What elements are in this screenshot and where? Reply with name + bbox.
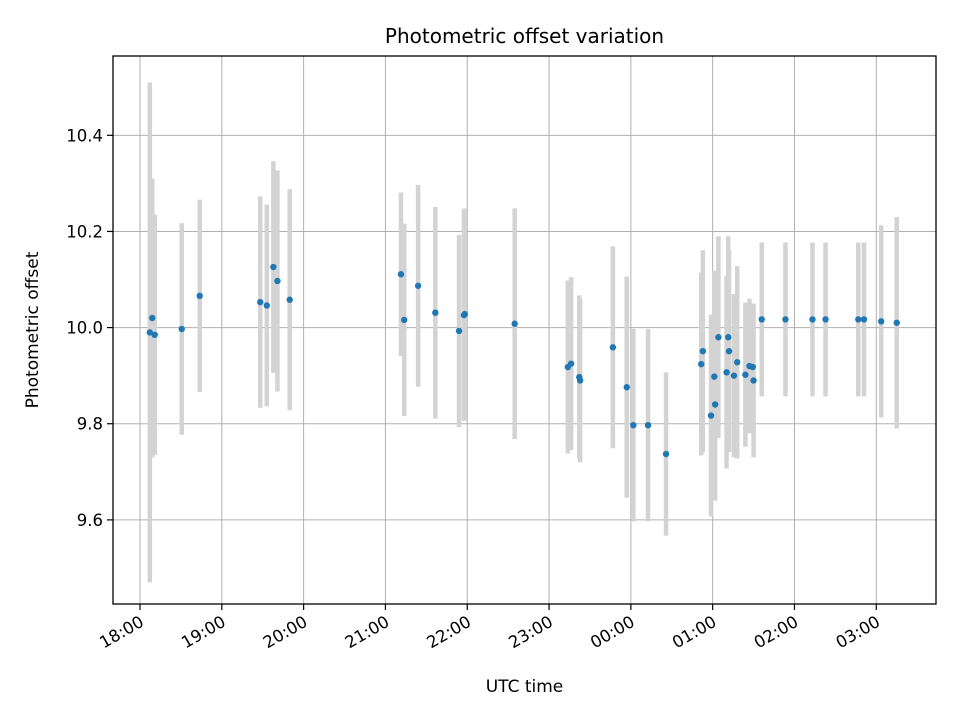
x-tick-label: 19:00 [178, 612, 229, 652]
data-point [750, 377, 757, 384]
data-point [609, 344, 617, 351]
data-point [576, 377, 584, 384]
data-point [855, 316, 862, 323]
point-layer [146, 263, 900, 458]
plot-frame [112, 55, 937, 605]
x-tick-label: 03:00 [833, 612, 884, 652]
y-tick-label: 10.4 [66, 126, 103, 145]
y-axis-label: Photometric offset [23, 251, 43, 408]
data-point [711, 373, 718, 380]
data-point [715, 334, 722, 341]
data-point [644, 421, 652, 429]
data-point [734, 359, 741, 366]
data-point [263, 302, 271, 309]
data-point [196, 292, 203, 300]
data-point [149, 314, 156, 322]
data-point [567, 360, 575, 367]
x-tick-label: 00:00 [587, 612, 638, 652]
data-point [274, 277, 281, 285]
data-point [623, 384, 630, 391]
x-tick-label: 21:00 [342, 612, 393, 652]
data-point [725, 347, 733, 355]
data-point [461, 310, 468, 318]
data-point [146, 329, 154, 336]
data-point [414, 282, 422, 289]
x-tick-label: 18:00 [96, 612, 147, 652]
data-point [730, 372, 738, 379]
data-point [822, 316, 829, 323]
data-point [401, 316, 408, 324]
data-point [178, 325, 185, 333]
data-point [397, 271, 405, 278]
data-point [432, 309, 439, 316]
data-point [257, 298, 264, 306]
data-point [893, 319, 900, 326]
data-point [455, 327, 463, 335]
data-point [809, 316, 816, 323]
data-point [270, 263, 277, 271]
data-point [711, 401, 719, 408]
x-tick-label: 01:00 [669, 612, 720, 652]
data-point [698, 360, 705, 368]
data-point [749, 363, 756, 371]
data-point [511, 320, 518, 327]
x-axis-label: UTC time [486, 677, 564, 697]
data-point [877, 318, 885, 325]
data-point [758, 316, 765, 323]
data-point [742, 371, 749, 378]
errorbar-layer [147, 82, 899, 583]
data-point [699, 347, 707, 355]
x-tick-label: 22:00 [424, 612, 475, 652]
chart-title: Photometric offset variation [385, 24, 664, 48]
data-point [725, 334, 732, 341]
data-point [630, 421, 637, 429]
data-point [662, 450, 670, 458]
data-point [707, 412, 715, 419]
x-tick-label: 23:00 [505, 612, 556, 652]
x-tick-label: 02:00 [751, 612, 802, 652]
data-point [860, 316, 868, 323]
data-point [151, 331, 158, 339]
x-tick-label: 20:00 [260, 612, 311, 652]
y-tick-label: 10.0 [66, 319, 103, 338]
data-point [286, 296, 293, 303]
grid-layer [113, 56, 936, 604]
data-point [723, 369, 730, 376]
y-tick-label: 10.2 [66, 222, 103, 241]
y-tick-label: 9.6 [77, 511, 103, 530]
y-tick-label: 9.8 [77, 415, 103, 434]
data-point [782, 316, 789, 323]
